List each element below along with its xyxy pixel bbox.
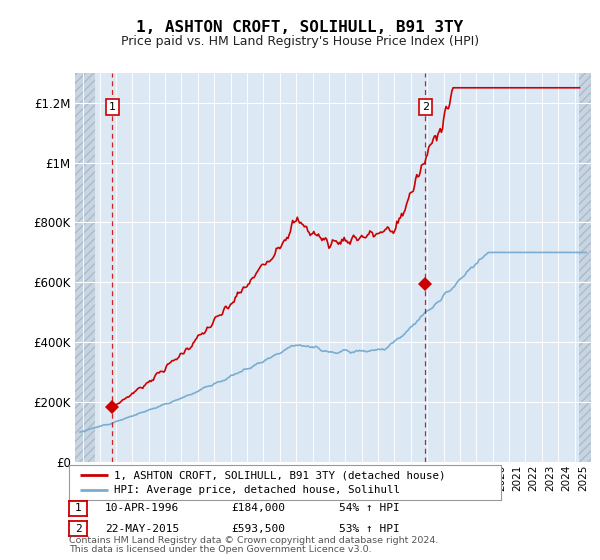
Text: 1: 1 bbox=[74, 503, 82, 514]
Bar bbox=[579, 73, 591, 462]
Text: £184,000: £184,000 bbox=[231, 503, 285, 514]
Text: 54% ↑ HPI: 54% ↑ HPI bbox=[339, 503, 400, 514]
Text: 22-MAY-2015: 22-MAY-2015 bbox=[105, 524, 179, 534]
Text: 2: 2 bbox=[422, 102, 429, 112]
Text: This data is licensed under the Open Government Licence v3.0.: This data is licensed under the Open Gov… bbox=[69, 545, 371, 554]
Text: 2: 2 bbox=[74, 524, 82, 534]
Text: 1, ASHTON CROFT, SOLIHULL, B91 3TY (detached house): 1, ASHTON CROFT, SOLIHULL, B91 3TY (deta… bbox=[115, 470, 446, 480]
Text: 10-APR-1996: 10-APR-1996 bbox=[105, 503, 179, 514]
Text: 1: 1 bbox=[109, 102, 116, 112]
Text: HPI: Average price, detached house, Solihull: HPI: Average price, detached house, Soli… bbox=[115, 486, 400, 496]
Text: Contains HM Land Registry data © Crown copyright and database right 2024.: Contains HM Land Registry data © Crown c… bbox=[69, 536, 439, 545]
Bar bbox=[75, 73, 95, 462]
Text: £593,500: £593,500 bbox=[231, 524, 285, 534]
Text: Price paid vs. HM Land Registry's House Price Index (HPI): Price paid vs. HM Land Registry's House … bbox=[121, 35, 479, 48]
Text: 1, ASHTON CROFT, SOLIHULL, B91 3TY: 1, ASHTON CROFT, SOLIHULL, B91 3TY bbox=[136, 20, 464, 35]
Text: 53% ↑ HPI: 53% ↑ HPI bbox=[339, 524, 400, 534]
